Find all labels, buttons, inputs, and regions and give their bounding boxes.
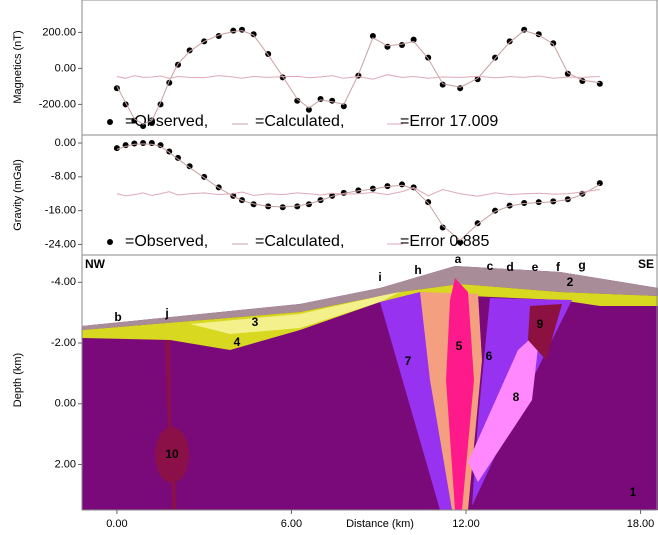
legend-label: =Calculated,: [255, 113, 344, 130]
annotation: 8: [513, 390, 520, 404]
legend-label: =Observed,: [125, 233, 208, 250]
data-point: [114, 145, 120, 151]
legend-marker: [107, 239, 113, 245]
data-point: [507, 38, 513, 44]
data-point: [399, 42, 405, 48]
annotation: SE: [638, 257, 654, 271]
y-tick-label: -200.00: [39, 98, 76, 110]
data-point: [425, 199, 431, 205]
legend-label: =Error 17.009: [400, 113, 498, 130]
y-tick-label: 0.00: [55, 398, 76, 410]
data-point: [399, 181, 405, 187]
annotation: d: [506, 260, 513, 274]
annotation: j: [164, 306, 168, 320]
annotation: 4: [234, 335, 241, 349]
data-point: [131, 140, 137, 146]
data-point: [597, 81, 603, 87]
annotation: c: [487, 259, 494, 273]
axis-title: Distance (km): [346, 518, 414, 530]
legend-marker: [107, 119, 113, 125]
annotation: 2: [567, 275, 574, 289]
annotation: 1: [630, 485, 637, 499]
data-point: [230, 28, 236, 34]
axis-title: Magnetics (nT): [12, 30, 24, 103]
annotation: 6: [486, 349, 493, 363]
annotation: 5: [456, 339, 463, 353]
y-tick-label: -8.00: [51, 171, 76, 183]
annotation: g: [578, 258, 585, 272]
x-tick-label: 12.00: [452, 518, 480, 530]
annotation: e: [532, 260, 539, 274]
data-point: [329, 98, 335, 104]
legend-label: =Calculated,: [255, 233, 344, 250]
axis-title: Depth (km): [12, 353, 24, 407]
x-tick-label: 0.00: [106, 518, 127, 530]
annotation: 7: [405, 354, 412, 368]
annotation: 10: [165, 447, 179, 461]
annotation: 9: [537, 317, 544, 331]
y-tick-label: -24.00: [45, 238, 76, 250]
y-tick-label: 0.00: [55, 137, 76, 149]
y-tick-label: 200.00: [42, 26, 76, 38]
data-point: [140, 140, 146, 146]
y-tick-label: -2.00: [51, 337, 76, 349]
x-tick-label: 6.00: [281, 518, 302, 530]
axis-title: Gravity (mGal): [12, 159, 24, 231]
y-tick-label: -16.00: [45, 205, 76, 217]
legend-label: =Observed,: [125, 113, 208, 130]
annotation: b: [114, 310, 121, 324]
annotation: NW: [85, 257, 106, 271]
annotation: h: [414, 263, 421, 277]
y-tick-label: 2.00: [55, 458, 76, 470]
annotation: a: [455, 252, 462, 266]
annotation: 3: [252, 315, 259, 329]
y-tick-label: -4.00: [51, 276, 76, 288]
chart: Magnetics (nT) Gravity (mGal) Depth (km)…: [0, 0, 658, 535]
annotation: i: [378, 270, 381, 284]
legend-label: =Error 0.885: [400, 233, 489, 250]
x-tick-label: 18.00: [627, 518, 655, 530]
y-tick-label: 0.00: [55, 62, 76, 74]
geology-section: [82, 255, 658, 510]
